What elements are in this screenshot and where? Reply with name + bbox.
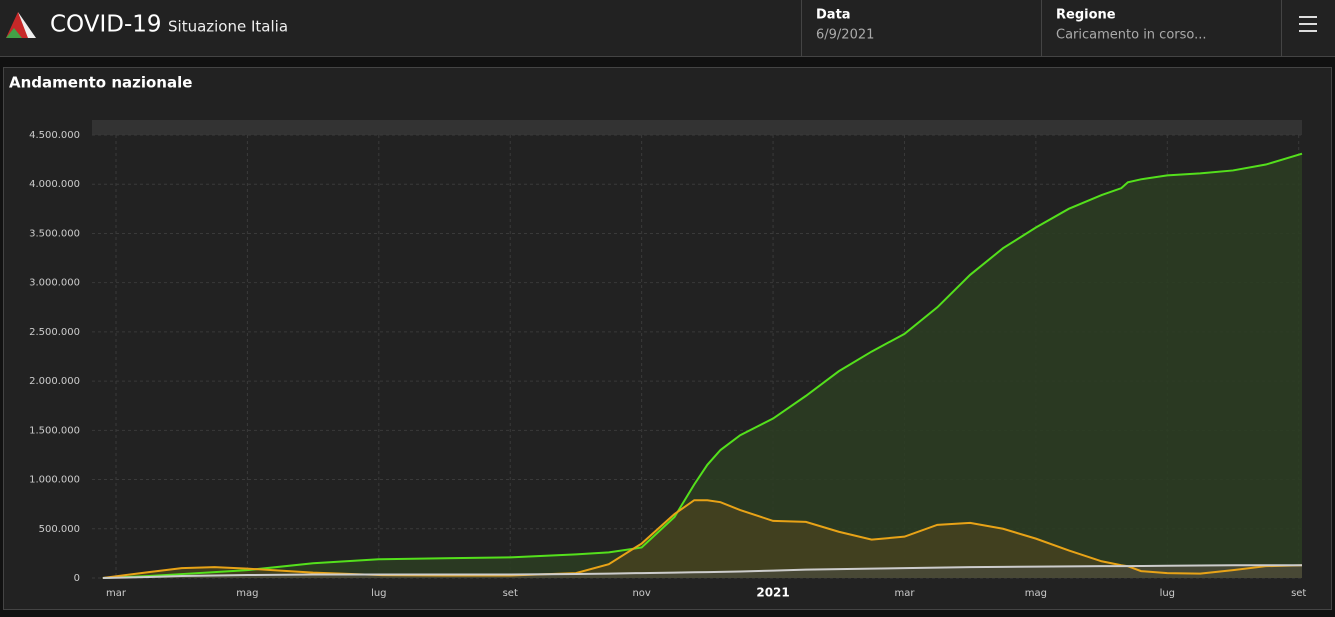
y-tick-label: 3.500.000	[29, 228, 80, 239]
region-value[interactable]: Caricamento in corso...	[1056, 28, 1207, 43]
x-tick-label: lug	[371, 588, 386, 599]
logo	[6, 12, 36, 38]
y-tick-label: 3.000.000	[29, 278, 80, 289]
x-tick-label: set	[1291, 588, 1306, 599]
date-selector[interactable]: Data 6/9/2021	[802, 0, 1041, 56]
y-tick-label: 2.500.000	[29, 327, 80, 338]
x-tick-label: mar	[894, 588, 915, 599]
y-tick-label: 500.000	[39, 524, 80, 535]
date-label: Data	[816, 8, 851, 23]
menu-hitbox[interactable]	[1290, 8, 1326, 44]
region-label: Regione	[1056, 8, 1116, 23]
plot-header-band	[92, 120, 1302, 135]
area-fill	[102, 500, 1303, 578]
app-title: COVID-19	[50, 12, 162, 38]
y-tick-label: 4.500.000	[29, 130, 80, 141]
x-tick-label: mar	[106, 588, 127, 599]
x-tick-label: 2021	[756, 586, 789, 600]
y-tick-label: 0	[74, 573, 80, 584]
date-value[interactable]: 6/9/2021	[816, 28, 874, 43]
x-tick-label: mag	[1025, 588, 1047, 599]
y-tick-label: 2.000.000	[29, 376, 80, 387]
area-fill	[102, 153, 1303, 578]
region-selector[interactable]: Regione Caricamento in corso...	[1042, 0, 1281, 56]
line	[102, 152, 1303, 579]
line	[102, 564, 1302, 579]
x-tick-label: set	[503, 588, 518, 599]
x-tick-label: lug	[1160, 588, 1175, 599]
y-tick-label: 1.000.000	[29, 475, 80, 486]
header-bar	[0, 0, 1335, 57]
plot: 0 500.000 1.000.000 1.500.000 2.000.000 2.500…	[29, 130, 1306, 600]
y-tick-label: 1.500.000	[29, 425, 80, 436]
x-tick-label: mag	[236, 588, 258, 599]
app-subtitle: Situazione Italia	[168, 18, 288, 36]
y-tick-label: 4.000.000	[29, 179, 80, 190]
menu-button[interactable]	[1290, 8, 1326, 44]
chart-title: Andamento nazionale	[9, 74, 192, 92]
x-tick-label: nov	[632, 588, 650, 599]
